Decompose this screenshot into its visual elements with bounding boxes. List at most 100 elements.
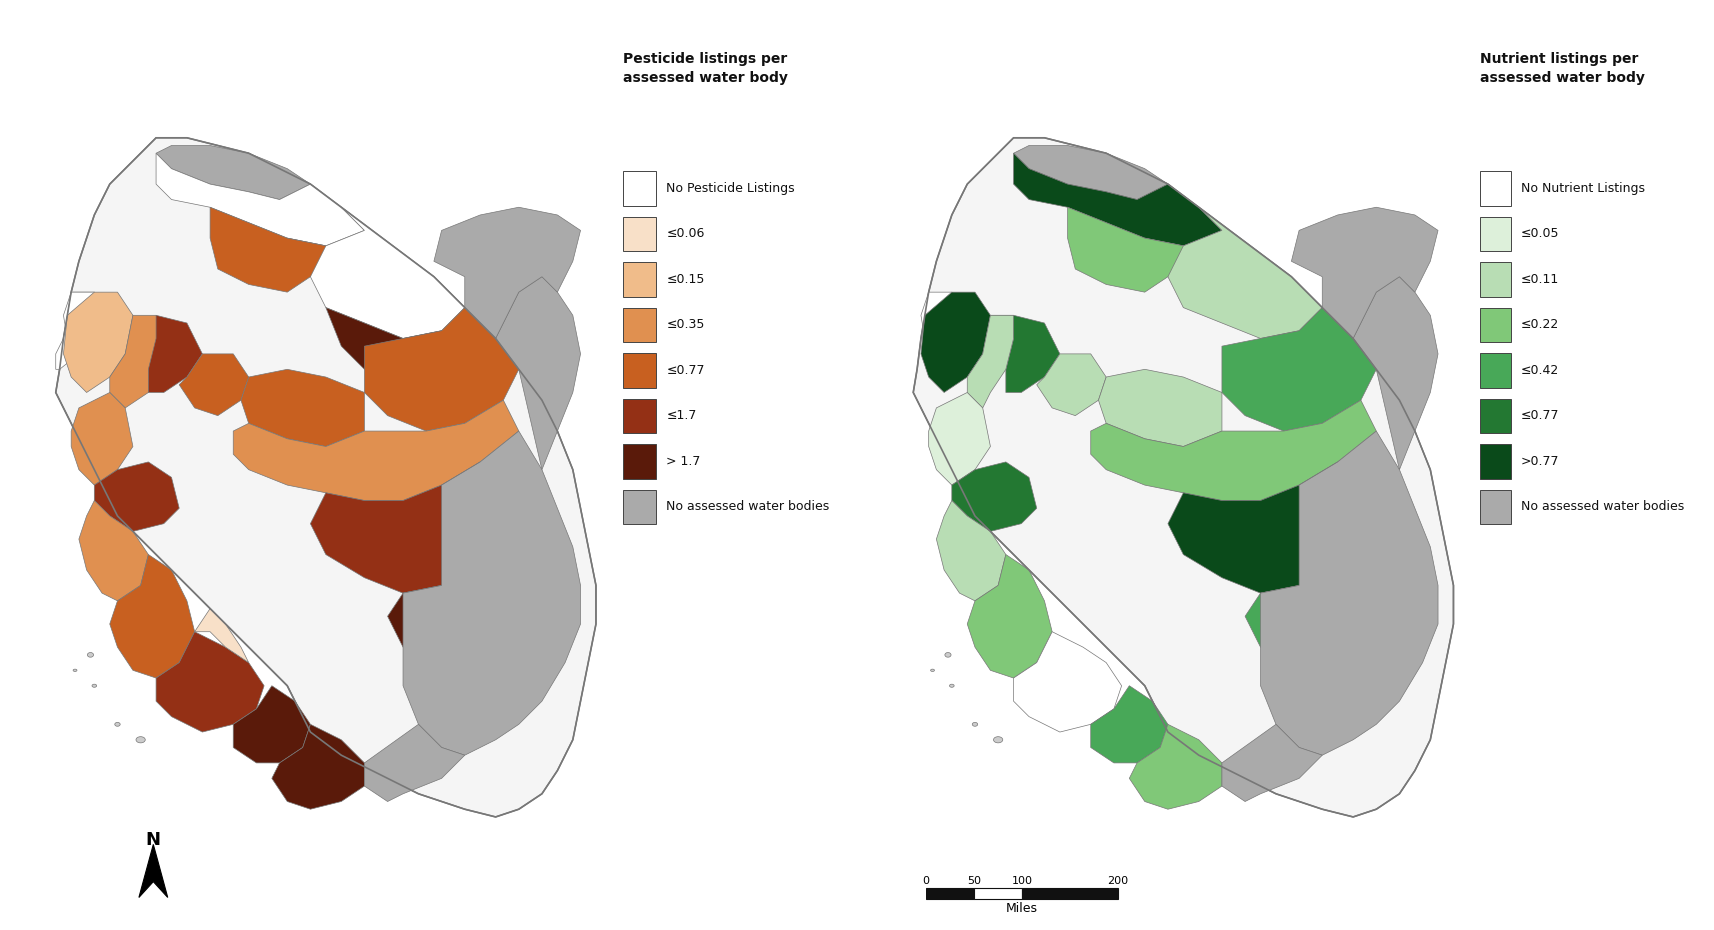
Polygon shape (1352, 277, 1436, 470)
Text: ≤0.42: ≤0.42 (1520, 364, 1558, 377)
Bar (622, 262, 655, 297)
Polygon shape (1035, 354, 1106, 416)
Text: No assessed water bodies: No assessed water bodies (665, 500, 830, 513)
Text: No Pesticide Listings: No Pesticide Listings (665, 181, 795, 194)
Polygon shape (1097, 369, 1220, 446)
Ellipse shape (950, 684, 953, 687)
Polygon shape (967, 554, 1051, 678)
Text: No assessed water bodies: No assessed water bodies (1520, 500, 1683, 513)
Bar (1479, 353, 1510, 388)
Bar (622, 308, 655, 342)
Bar (622, 171, 655, 206)
Polygon shape (929, 392, 991, 485)
Polygon shape (63, 292, 110, 354)
Text: ≤0.22: ≤0.22 (1520, 318, 1558, 331)
Polygon shape (273, 724, 363, 809)
Polygon shape (180, 354, 249, 416)
Text: ≤0.35: ≤0.35 (665, 318, 704, 331)
Text: ≤0.11: ≤0.11 (1520, 272, 1558, 286)
Polygon shape (149, 315, 202, 392)
Bar (1479, 171, 1510, 206)
Text: 100: 100 (1011, 876, 1032, 886)
Bar (974, 888, 1022, 899)
Polygon shape (288, 207, 464, 339)
Ellipse shape (972, 723, 977, 726)
Text: ≤0.06: ≤0.06 (665, 227, 704, 240)
Text: 50: 50 (967, 876, 980, 886)
Ellipse shape (135, 737, 146, 743)
Polygon shape (1244, 539, 1399, 662)
Polygon shape (233, 685, 310, 763)
Polygon shape (1220, 724, 1321, 802)
Text: 200: 200 (1107, 876, 1128, 886)
Text: N: N (146, 831, 161, 849)
Text: No Nutrient Listings: No Nutrient Listings (1520, 181, 1644, 194)
Polygon shape (1167, 462, 1375, 593)
Polygon shape (1090, 685, 1167, 763)
Bar (1479, 445, 1510, 479)
Ellipse shape (992, 737, 1003, 743)
Polygon shape (495, 277, 579, 470)
Text: ≤0.15: ≤0.15 (665, 272, 704, 286)
Bar (622, 399, 655, 433)
Polygon shape (363, 724, 464, 802)
Polygon shape (363, 308, 519, 432)
Text: >0.77: >0.77 (1520, 455, 1558, 468)
Polygon shape (1013, 153, 1220, 246)
Polygon shape (920, 292, 967, 354)
Ellipse shape (74, 670, 77, 671)
Bar (1479, 399, 1510, 433)
Polygon shape (991, 315, 1059, 392)
Ellipse shape (944, 653, 951, 658)
Polygon shape (70, 392, 134, 485)
Bar (622, 445, 655, 479)
Text: > 1.7: > 1.7 (665, 455, 701, 468)
Polygon shape (310, 462, 519, 593)
Polygon shape (110, 315, 171, 408)
Polygon shape (63, 292, 134, 392)
Polygon shape (326, 308, 464, 385)
Ellipse shape (115, 723, 120, 726)
Polygon shape (1090, 400, 1375, 500)
Text: ≤0.77: ≤0.77 (1520, 409, 1558, 422)
Text: ≤0.05: ≤0.05 (1520, 227, 1558, 240)
Bar (1479, 490, 1510, 525)
Ellipse shape (87, 653, 94, 658)
Text: Miles: Miles (1006, 901, 1037, 914)
Bar (1479, 217, 1510, 251)
Polygon shape (233, 400, 519, 500)
Polygon shape (434, 207, 579, 339)
Polygon shape (156, 153, 363, 246)
Polygon shape (240, 369, 363, 446)
Polygon shape (55, 138, 596, 817)
Polygon shape (387, 539, 542, 662)
Bar (1022, 888, 1118, 899)
Bar (622, 353, 655, 388)
Polygon shape (1013, 145, 1167, 200)
Polygon shape (79, 500, 149, 601)
Polygon shape (110, 554, 195, 678)
Bar (926, 888, 974, 899)
Text: Pesticide listings per
assessed water body: Pesticide listings per assessed water bo… (622, 52, 787, 86)
Polygon shape (195, 608, 249, 662)
Polygon shape (55, 292, 110, 369)
Bar (1479, 308, 1510, 342)
Ellipse shape (93, 684, 96, 687)
Text: ≤1.7: ≤1.7 (665, 409, 696, 422)
Polygon shape (951, 462, 1035, 531)
Bar (1479, 262, 1510, 297)
Ellipse shape (931, 670, 934, 671)
Polygon shape (1260, 432, 1436, 755)
Polygon shape (139, 844, 168, 897)
Bar (622, 490, 655, 525)
Polygon shape (1013, 631, 1121, 732)
Polygon shape (920, 292, 991, 392)
Polygon shape (403, 432, 579, 755)
Polygon shape (94, 462, 180, 531)
Polygon shape (936, 500, 1004, 601)
Polygon shape (211, 207, 326, 292)
Bar (622, 217, 655, 251)
Text: Nutrient listings per
assessed water body: Nutrient listings per assessed water bod… (1479, 52, 1644, 86)
Polygon shape (912, 138, 1452, 817)
Polygon shape (156, 145, 310, 200)
